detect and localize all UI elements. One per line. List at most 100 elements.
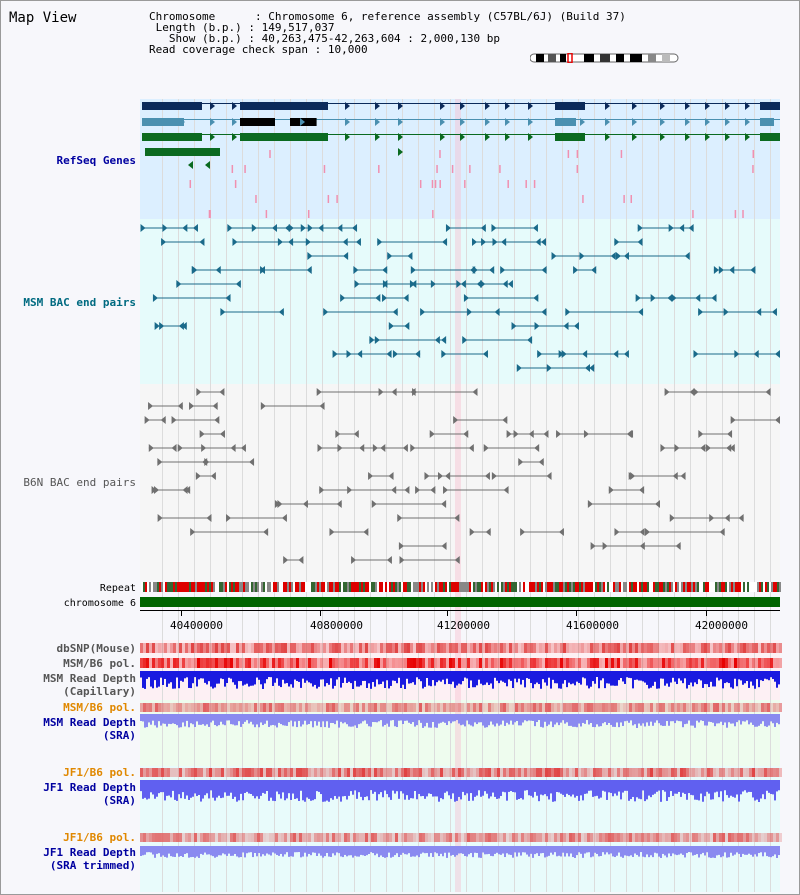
heat-cell (767, 643, 770, 653)
heat-cell (671, 658, 674, 668)
track-label-b6n-bac[interactable]: B6N BAC end pairs (23, 476, 136, 489)
track-label-msm-depth-cap[interactable]: MSM Read Depth (43, 672, 136, 685)
depth-bar (298, 671, 300, 682)
heat-cell (320, 833, 323, 842)
heat-cell (362, 833, 365, 842)
heat-cell (305, 643, 308, 653)
depth-bar (760, 671, 762, 681)
depth-bar (264, 671, 266, 684)
heat-cell (692, 703, 695, 712)
heat-cell (401, 768, 404, 777)
track-label-jf1-b6-pol[interactable]: JF1/B6 pol. (63, 766, 136, 779)
heat-cell (758, 658, 761, 668)
heat-cell (527, 658, 530, 668)
repeat-mark (237, 582, 239, 592)
heat-cell (761, 768, 764, 777)
heat-cell (680, 768, 683, 777)
heat-cell (701, 768, 704, 777)
depth-bar (268, 714, 270, 727)
depth-bar (774, 780, 776, 801)
repeat-mark (183, 582, 185, 592)
heat-cell (584, 643, 587, 653)
heat-cell (437, 643, 440, 653)
depth-bar (518, 714, 520, 726)
msm-bac-pair-end (343, 252, 349, 260)
heat-cell (461, 703, 464, 712)
repeat-mark (297, 582, 299, 592)
heat-cell (275, 658, 278, 668)
b6n-bac-pair-end (160, 416, 166, 424)
depth-bar (758, 714, 760, 726)
track-label-msm-bac[interactable]: MSM BAC end pairs (23, 296, 136, 309)
repeat-mark (407, 582, 409, 592)
heat-cell (779, 703, 782, 712)
track-label-dbsnp[interactable]: dbSNP(Mouse) (56, 642, 136, 655)
depth-bar (164, 846, 166, 857)
depth-bar (388, 671, 390, 689)
depth-bar (270, 780, 272, 798)
depth-bar (616, 780, 618, 796)
depth-bar (404, 671, 406, 689)
track-label-msm-b6-pol-2[interactable]: MSM/B6 pol. (63, 701, 136, 714)
depth-bar (206, 714, 208, 725)
grid-line (738, 99, 739, 892)
depth-bar (214, 714, 216, 726)
depth-bar (484, 714, 486, 728)
b6n-bac-pair-end (424, 472, 430, 480)
repeat-mark (597, 582, 599, 592)
heat-cell (449, 768, 452, 777)
track-label-msm-b6-pol[interactable]: MSM/B6 pol. (63, 657, 136, 670)
heat-cell (284, 658, 287, 668)
heat-cell (548, 833, 551, 842)
depth-bar (722, 671, 724, 689)
msm-bac-pair-end (192, 224, 198, 232)
depth-bar (728, 671, 730, 684)
msm-bac-pair-end (476, 280, 482, 288)
heat-cell (608, 833, 611, 842)
heat-cell (329, 768, 332, 777)
track-label-msm-depth-sra[interactable]: MSM Read Depth (43, 716, 136, 729)
msm-bac-pair-end (337, 224, 343, 232)
chromosome-ideogram[interactable] (530, 53, 680, 63)
depth-bar (498, 714, 500, 726)
depth-bar (500, 671, 502, 681)
heat-cell (425, 703, 428, 712)
depth-bar (340, 714, 342, 722)
repeat-mark (565, 582, 567, 592)
depth-bar (148, 780, 150, 799)
msm-bac-pair-end (551, 252, 557, 260)
depth-bar (564, 846, 566, 857)
track-label-jf1-depth-trim[interactable]: JF1 Read Depth (43, 846, 136, 859)
repeat-mark (665, 582, 667, 592)
gene-arrow (505, 118, 510, 126)
depth-bar (766, 671, 768, 680)
depth-bar (418, 671, 420, 680)
track-label-jf1-depth-sra[interactable]: JF1 Read Depth (43, 781, 136, 794)
depth-bar (322, 714, 324, 722)
b6n-bac-pair-end (281, 514, 287, 522)
heat-cell (434, 833, 437, 842)
depth-bar (694, 714, 696, 728)
repeat-mark (735, 582, 737, 592)
heat-cell (656, 643, 659, 653)
depth-bar (304, 671, 306, 683)
depth-bar (738, 714, 740, 721)
heat-cell (260, 643, 263, 653)
msm-bac-pair-end (491, 224, 497, 232)
depth-bar (396, 846, 398, 854)
heat-cell (425, 643, 428, 653)
depth-bar (654, 780, 656, 794)
depth-bar (514, 780, 516, 793)
heat-cell (764, 643, 767, 653)
depth-bar (226, 846, 228, 856)
heat-cell (560, 703, 563, 712)
depth-bar (758, 671, 760, 688)
depth-bar (228, 714, 230, 721)
track-label-refseq[interactable]: RefSeq Genes (56, 154, 136, 167)
gene-arrow (605, 133, 610, 141)
track-label-jf1-b6-pol-2[interactable]: JF1/B6 pol. (63, 831, 136, 844)
gene-exon (142, 133, 202, 141)
depth-bar (700, 780, 702, 794)
depth-bar (666, 671, 668, 684)
